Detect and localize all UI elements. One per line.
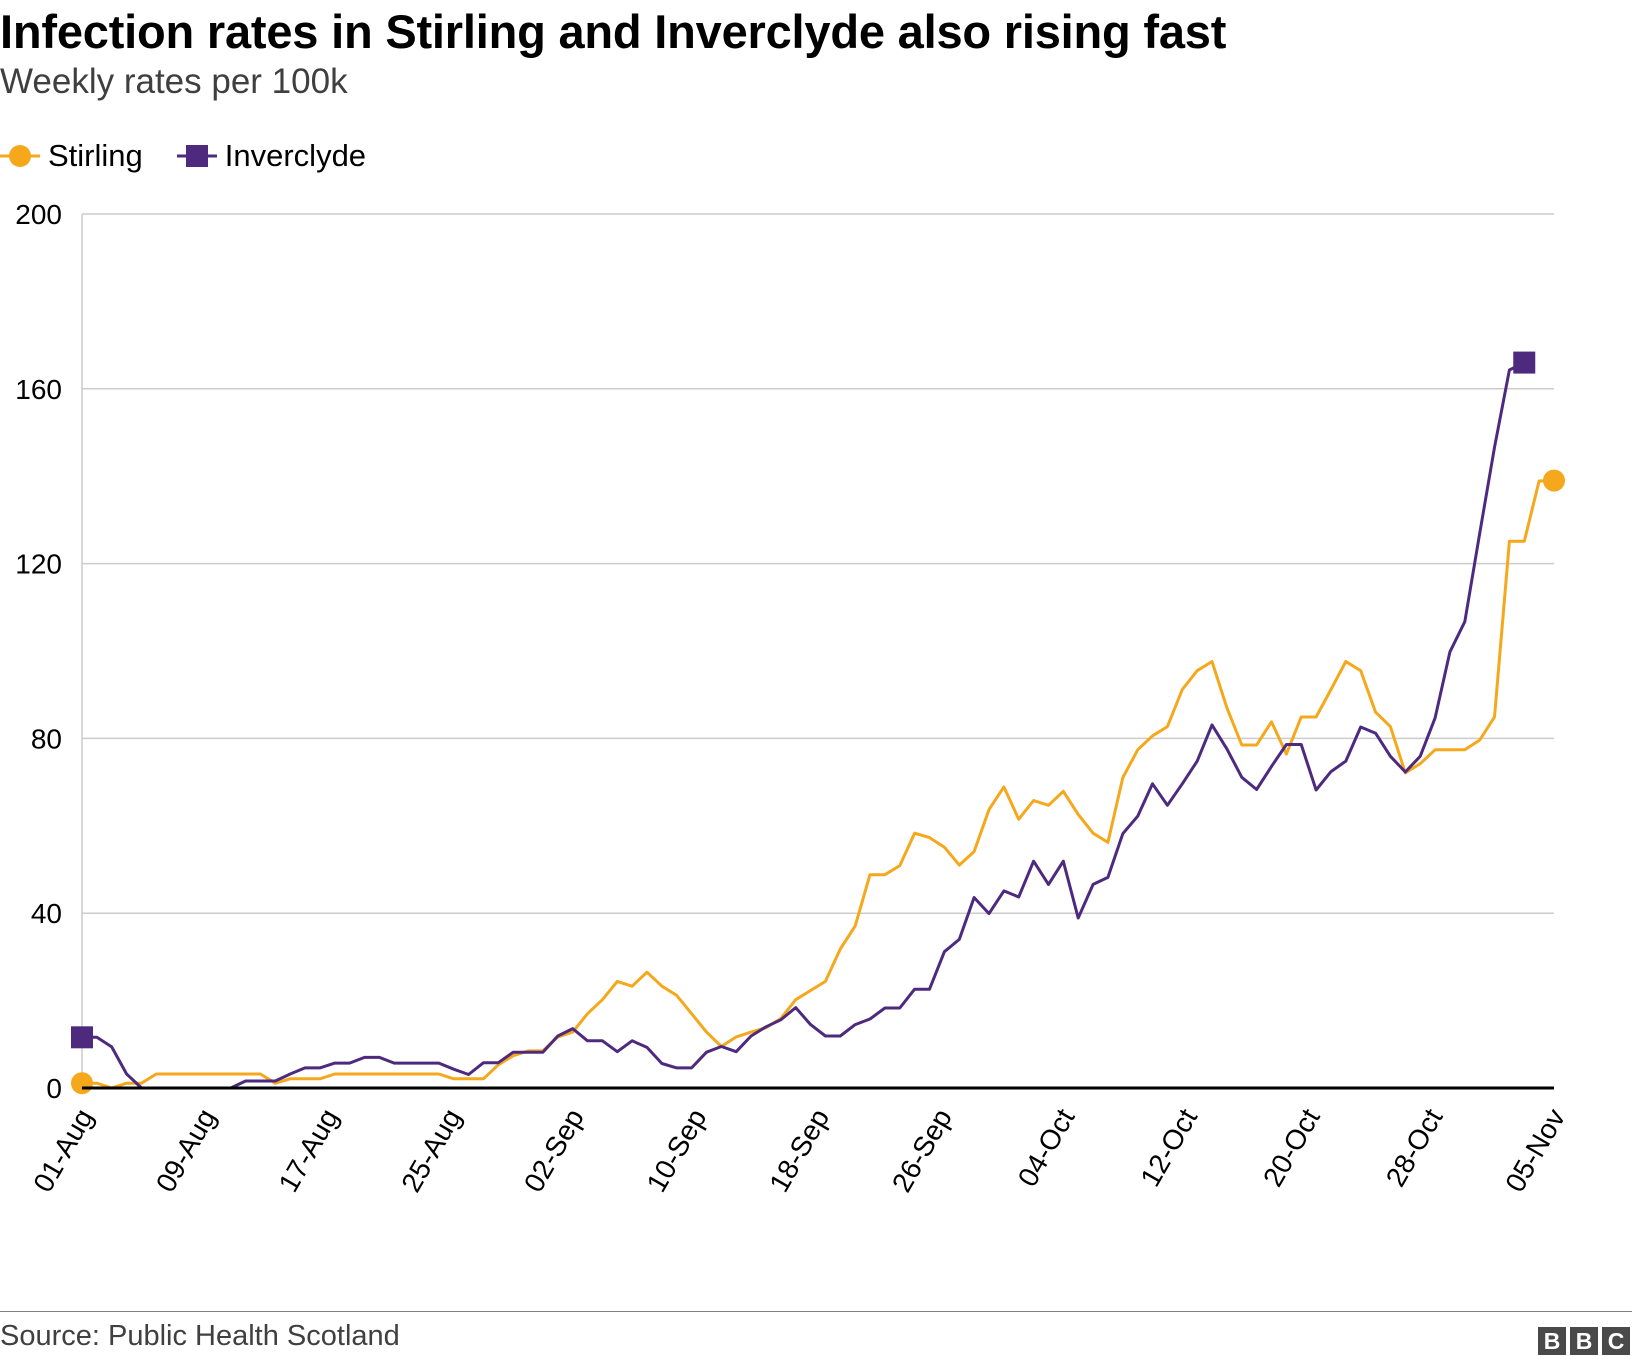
x-tick-label: 10-Sep [641,1104,713,1198]
x-tick-label: 02-Sep [518,1104,590,1198]
data-point-stirling [1543,469,1565,492]
x-tick-label: 20-Oct [1257,1103,1326,1191]
y-tick-label: 200 [15,200,62,230]
data-point-stirling [71,1072,93,1095]
x-tick-label: 26-Sep [886,1104,958,1198]
y-tick-label: 120 [15,549,62,580]
source-note: Source: Public Health Scotland [0,1320,400,1352]
y-tick-label: 0 [46,1073,62,1104]
legend-square-marker-icon [176,145,217,167]
x-tick-label: 01-Aug [27,1104,99,1198]
legend-label-inverclyde: Inverclyde [224,138,367,173]
legend: Stirling Inverclyde [0,136,400,176]
x-tick-label: 17-Aug [273,1104,345,1198]
series-line-stirling [82,479,1555,1090]
data-point-inverclyde [71,1026,93,1049]
x-tick-label: 05-Nov [1499,1104,1571,1198]
x-tick-label: 25-Aug [395,1104,467,1198]
x-tick-label: 12-Oct [1134,1103,1203,1191]
series-line-inverclyde [82,361,1525,1090]
footer-divider [0,1311,1632,1312]
x-tick-label: 18-Sep [763,1104,835,1198]
y-tick-label: 80 [31,723,62,754]
bbc-logo: B B C [1538,1327,1630,1355]
y-tick-label: 160 [15,374,62,405]
legend-item-inverclyde: Inverclyde [176,138,367,174]
x-tick-label: 04-Oct [1012,1103,1081,1191]
x-tick-label: 09-Aug [150,1104,222,1198]
legend-circle-marker-icon [0,145,40,167]
legend-label-stirling: Stirling [48,138,143,173]
legend-item-stirling: Stirling [0,138,143,174]
bbc-logo-letter: B [1570,1327,1598,1355]
data-point-inverclyde [1513,351,1536,374]
chart-subtitle: Weekly rates per 100k [0,62,348,101]
x-tick-label: 28-Oct [1380,1103,1449,1191]
y-tick-label: 40 [31,898,62,929]
line-chart: 0 40 80 120 160 200 01-Aug 09-Aug 17-Aug 25-Aug 02… [15,200,1571,1198]
bbc-logo-letter: B [1538,1327,1566,1355]
chart-title: Infection rates in Stirling and Invercly… [0,5,1227,58]
bbc-logo-letter: C [1602,1327,1630,1355]
